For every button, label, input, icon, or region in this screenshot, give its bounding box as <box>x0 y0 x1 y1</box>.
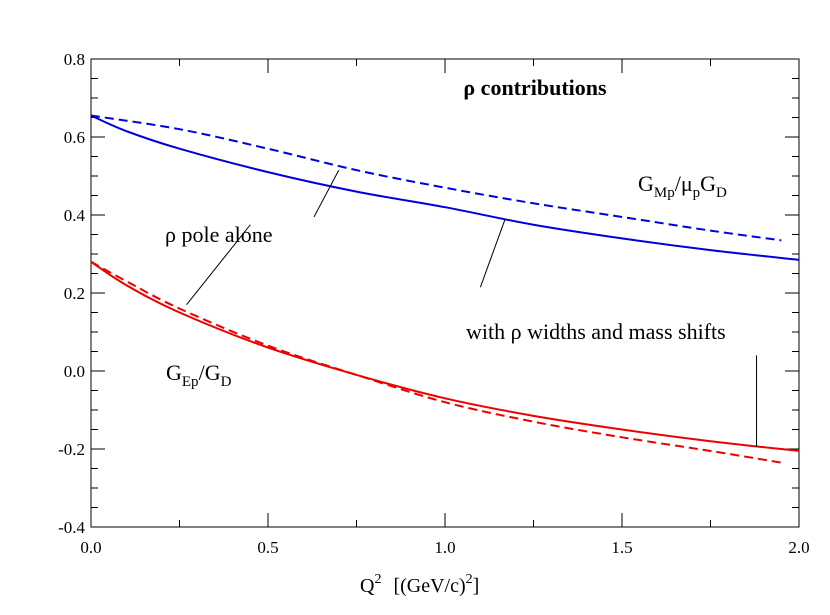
x-tick-label: 2.0 <box>788 538 809 557</box>
x-axis-title: Q2 [(GeV/c)2] <box>360 572 479 597</box>
y-tick-label: 0.0 <box>64 362 85 381</box>
axis-ticks <box>90 58 800 528</box>
series-gmp_full <box>90 114 800 261</box>
y-tick-label: 0.8 <box>64 50 85 69</box>
y-tick-label: -0.4 <box>58 518 85 537</box>
y-tick-labels: -0.4 -0.2 0.0 0.2 0.4 0.6 0.8 <box>58 50 85 537</box>
pointer-layer <box>186 169 758 448</box>
plot-frame <box>90 58 800 528</box>
pointer-pole-to-gmp <box>313 169 340 218</box>
gmp-label: GMp/μpGD <box>638 171 727 201</box>
series-gep_pole <box>90 260 782 464</box>
series-gmp_pole <box>90 114 782 242</box>
x-tick-label: 1.0 <box>434 538 455 557</box>
gep-label: GEp/GD <box>166 360 232 390</box>
y-tick-label: 0.6 <box>64 128 85 147</box>
y-tick-label: 0.4 <box>64 206 86 225</box>
x-tick-label: 0.0 <box>80 538 101 557</box>
pointer-widths-to-gmp <box>479 218 506 288</box>
x-tick-label: 0.5 <box>257 538 278 557</box>
chart-title: ρ contributions <box>463 75 607 100</box>
series-gep_full <box>90 260 800 452</box>
x-tick-label: 1.5 <box>611 538 632 557</box>
widths-label: with ρ widths and mass shifts <box>466 319 726 344</box>
x-tick-labels: 0.0 0.5 1.0 1.5 2.0 <box>80 538 809 557</box>
series-layer <box>90 114 800 464</box>
pointer-pole-to-gep <box>186 224 251 306</box>
y-tick-label: -0.2 <box>58 440 85 459</box>
y-tick-label: 0.2 <box>64 284 85 303</box>
pole-label: ρ pole alone <box>165 222 273 247</box>
